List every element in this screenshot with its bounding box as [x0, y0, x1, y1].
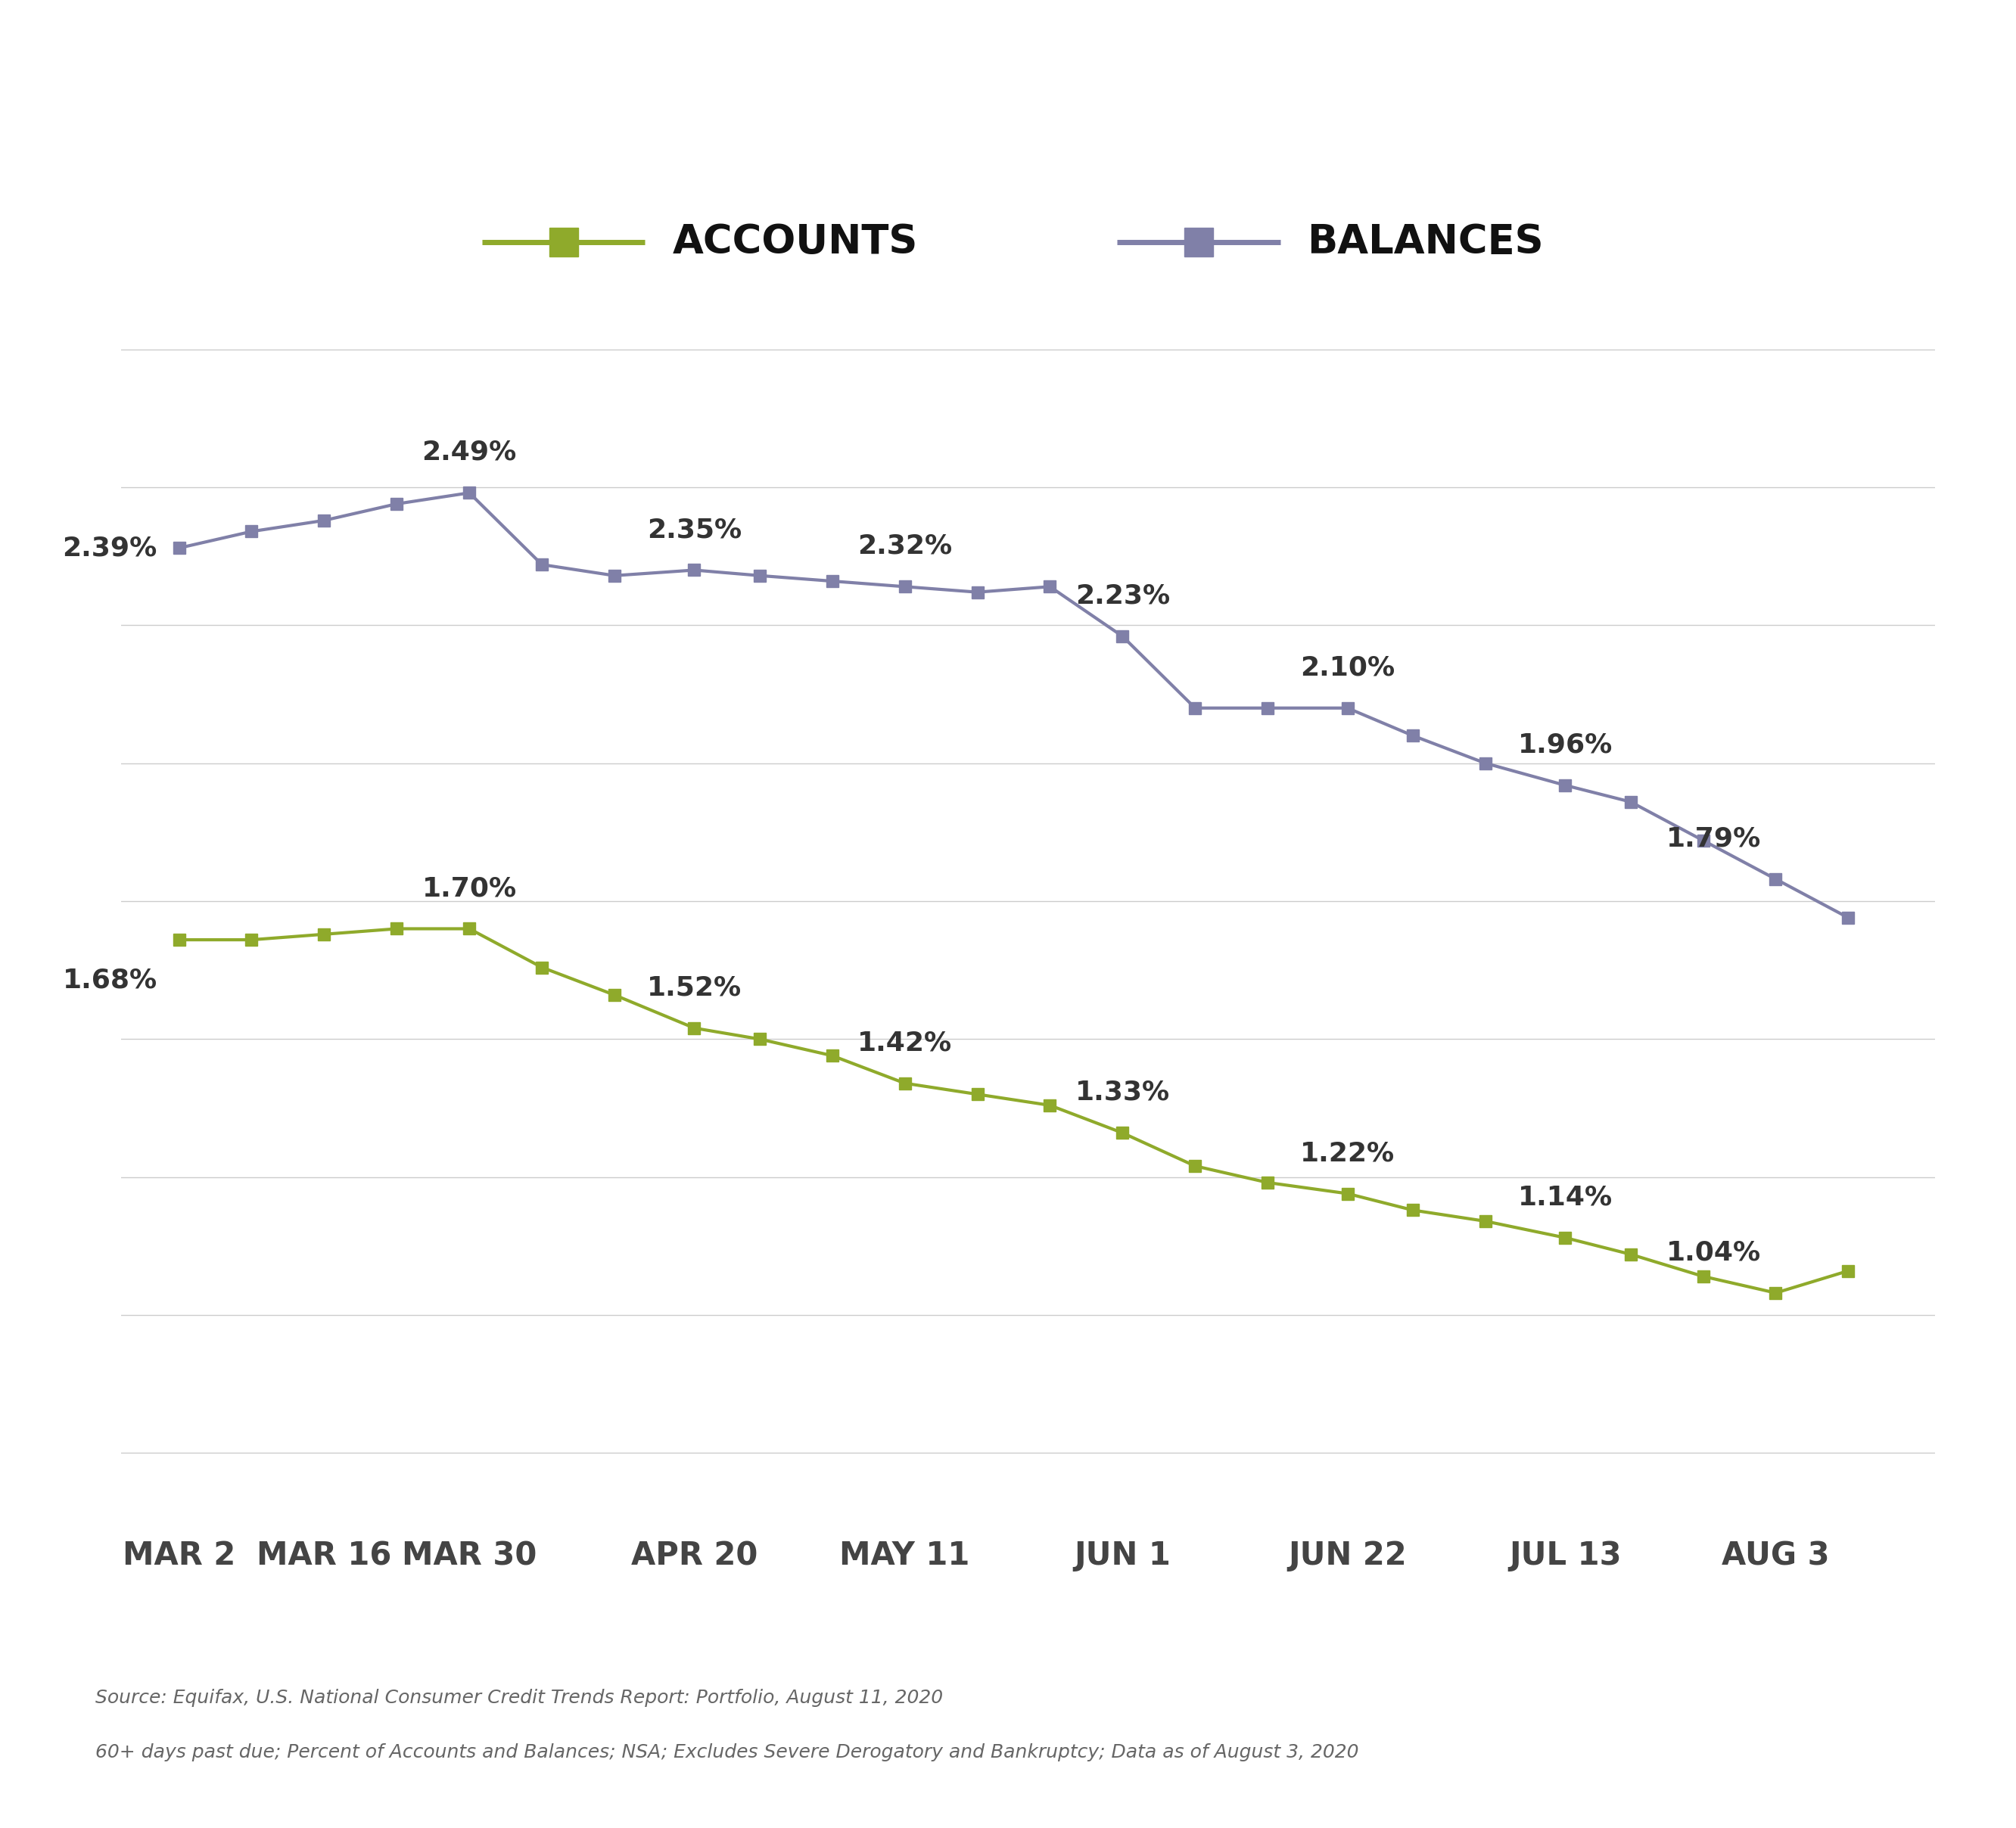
Text: 1.33%: 1.33%	[1075, 1080, 1169, 1106]
Text: APR 20: APR 20	[631, 1539, 758, 1572]
Text: SEVERE DELINQUENCY RATE — BANKCARD: SEVERE DELINQUENCY RATE — BANKCARD	[36, 82, 1433, 141]
Text: MAR 30: MAR 30	[401, 1539, 536, 1572]
Text: 2.10%: 2.10%	[1300, 654, 1395, 680]
Text: AUG 3: AUG 3	[1722, 1539, 1831, 1572]
Text: 2.35%: 2.35%	[647, 517, 742, 543]
Text: 2.49%: 2.49%	[421, 439, 516, 466]
Text: BALANCES: BALANCES	[1308, 223, 1544, 261]
Text: MAR 16: MAR 16	[256, 1539, 391, 1572]
Text: 60+ days past due; Percent of Accounts and Balances; NSA; Excludes Severe Deroga: 60+ days past due; Percent of Accounts a…	[95, 1744, 1359, 1760]
Text: 2.39%: 2.39%	[62, 536, 157, 561]
Text: ACCOUNTS: ACCOUNTS	[673, 223, 917, 261]
Text: 1.96%: 1.96%	[1518, 731, 1613, 757]
Text: 1.42%: 1.42%	[857, 1029, 952, 1055]
Text: 1.22%: 1.22%	[1300, 1141, 1395, 1166]
Text: 1.70%: 1.70%	[421, 876, 516, 901]
Text: 1.52%: 1.52%	[647, 974, 742, 1000]
Text: MAY 11: MAY 11	[839, 1539, 970, 1572]
Text: 1.14%: 1.14%	[1518, 1185, 1613, 1210]
Text: JUN 1: JUN 1	[1075, 1539, 1171, 1572]
Text: 1.68%: 1.68%	[62, 967, 157, 993]
Text: 1.79%: 1.79%	[1667, 826, 1762, 852]
Text: JUL 13: JUL 13	[1510, 1539, 1621, 1572]
Text: 1.04%: 1.04%	[1667, 1239, 1762, 1265]
Text: Source: Equifax, U.S. National Consumer Credit Trends Report: Portfolio, August : Source: Equifax, U.S. National Consumer …	[95, 1689, 943, 1707]
Text: MAR 2: MAR 2	[123, 1539, 236, 1572]
Text: 2.32%: 2.32%	[857, 534, 952, 559]
Text: JUN 22: JUN 22	[1288, 1539, 1407, 1572]
Text: 2.23%: 2.23%	[1075, 583, 1169, 609]
